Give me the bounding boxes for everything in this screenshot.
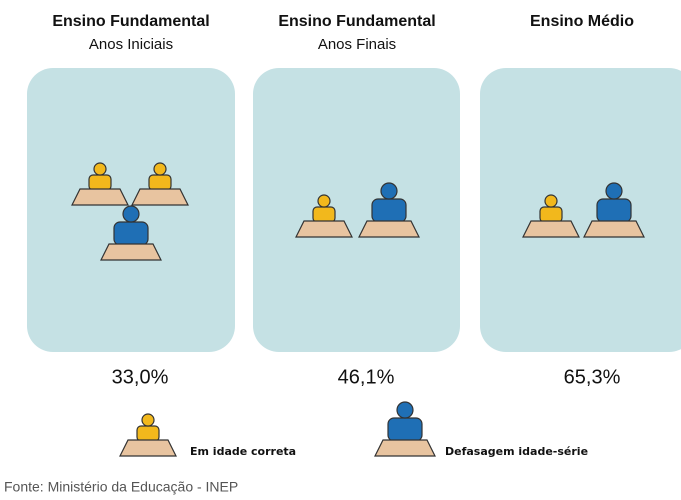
panel-value: 65,3% — [564, 366, 621, 388]
panel-subtitle: Anos Finais — [318, 36, 396, 53]
legend-label: Em idade correta — [190, 445, 296, 458]
panel-title: Ensino Médio — [530, 13, 634, 30]
panel — [480, 68, 681, 352]
source: Fonte: Ministério da Educação - INEP — [4, 479, 238, 495]
panel-value: 46,1% — [338, 366, 395, 388]
panel-title: Ensino Fundamental — [278, 13, 435, 30]
panel-subtitle: Anos Iniciais — [89, 36, 173, 53]
panel-title: Ensino Fundamental — [52, 13, 209, 30]
legend-label: Defasagem idade-série — [445, 445, 588, 458]
legend-icon — [119, 413, 177, 457]
panel — [253, 68, 460, 352]
panel-value: 33,0% — [112, 366, 169, 388]
legend-icon — [374, 401, 436, 457]
